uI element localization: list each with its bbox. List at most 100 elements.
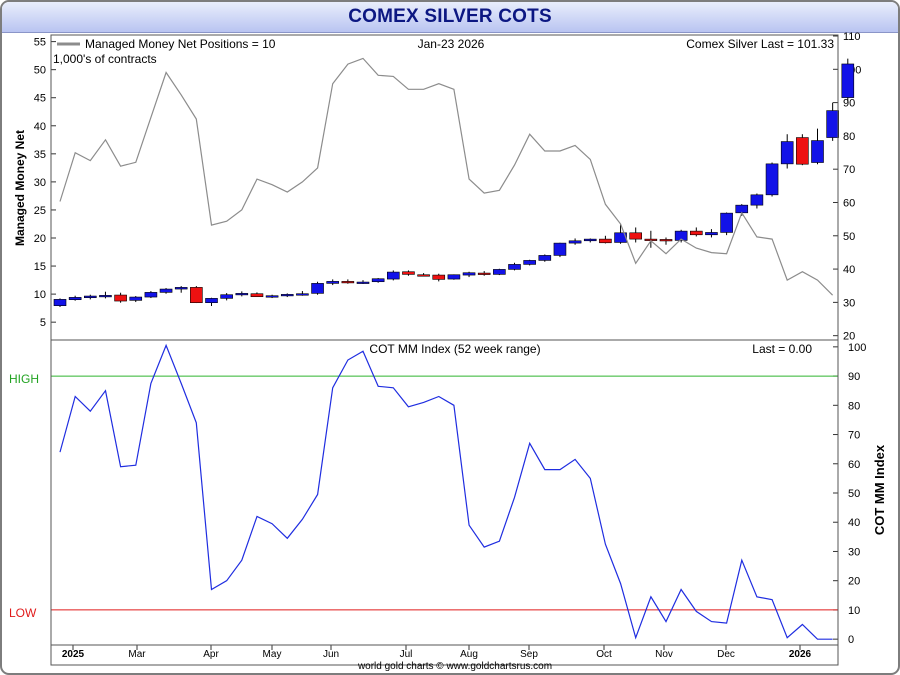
index-line	[59, 343, 833, 640]
x-tick-label: Aug	[460, 649, 478, 660]
y2-tick-label: 60	[843, 197, 855, 209]
index-tick-label: 70	[848, 430, 860, 442]
candle-body	[523, 260, 536, 265]
candle-body	[796, 137, 809, 165]
candle-body	[780, 141, 794, 165]
chart-title: COMEX SILVER COTS	[348, 6, 552, 27]
y-tick-label: 10	[34, 289, 46, 301]
y-tick-label: 45	[34, 93, 46, 105]
index-tick-label: 30	[848, 546, 860, 558]
candle-body	[174, 287, 188, 290]
y2-tick-label: 110	[843, 31, 861, 43]
index-tick-label: 10	[848, 605, 860, 617]
candle-body	[826, 110, 839, 138]
y2-tick-label: 70	[843, 164, 855, 176]
x-axis: 2025 Mar Apr May Jun Jul Aug Sep Oct Nov Dec 2026	[51, 644, 838, 660]
candle-body	[659, 239, 673, 242]
y-tick-label: 5	[40, 317, 46, 329]
candle-body	[144, 292, 158, 298]
candle-body	[326, 281, 340, 284]
candle-body	[493, 269, 506, 275]
x-tick-label: Oct	[596, 649, 612, 660]
candle-body	[462, 272, 476, 276]
y2-tick-label: 40	[843, 264, 855, 276]
x-tick-label: Nov	[655, 649, 673, 660]
index-tick-label: 90	[848, 371, 860, 383]
footer-credit: world gold charts © www.goldchartsrus.co…	[357, 661, 552, 672]
date-label: Jan-23 2026	[418, 37, 485, 51]
x-tick-label: May	[263, 649, 282, 660]
candle-body	[341, 281, 355, 284]
top-y-axis-title: Managed Money Net	[13, 130, 27, 246]
x-tick-label: 2026	[789, 649, 812, 660]
index-last-label: Last = 0.00	[752, 342, 812, 356]
low-label: LOW	[9, 606, 37, 620]
high-label: HIGH	[9, 372, 39, 386]
index-tick-label: 100	[848, 342, 866, 354]
positions-line	[59, 57, 834, 296]
index-title: COT MM Index (52 week range)	[369, 342, 540, 356]
candle-body	[296, 293, 309, 296]
x-tick-label: Jun	[323, 649, 339, 660]
units-note: 1,000's of contracts	[53, 52, 157, 66]
index-tick-label: 60	[848, 459, 860, 471]
candle-body	[477, 272, 491, 275]
x-tick-label: Jul	[400, 649, 413, 660]
index-tick-label: 20	[848, 576, 860, 588]
candle-body	[205, 298, 218, 304]
candle-body	[114, 294, 127, 302]
y-tick-label: 30	[34, 177, 46, 189]
index-tick-label: 0	[848, 634, 854, 646]
candle-body	[129, 296, 143, 301]
candle-body	[68, 297, 82, 301]
y2-tick-label: 30	[843, 297, 855, 309]
candle-body	[265, 295, 279, 298]
candle-body	[402, 271, 415, 275]
x-tick-label: Dec	[717, 649, 735, 660]
candle-body	[280, 294, 294, 297]
candle-body	[750, 194, 764, 206]
candle-body	[417, 274, 430, 277]
y2-tick-label: 80	[843, 131, 855, 143]
x-tick-label: Mar	[128, 649, 146, 660]
candle-body	[599, 238, 612, 244]
y-tick-label: 40	[34, 121, 46, 133]
y2-tick-label: 90	[843, 98, 855, 110]
candle-body	[159, 288, 173, 293]
legend-label: Managed Money Net Positions = 10	[85, 37, 276, 51]
silver-last-label: Comex Silver Last = 101.33	[686, 37, 834, 51]
x-tick-label: Apr	[203, 649, 219, 660]
y-tick-label: 50	[34, 65, 46, 77]
y2-tick-label: 20	[843, 331, 855, 343]
index-tick-label: 80	[848, 400, 860, 412]
title-bar: COMEX SILVER COTS	[2, 2, 898, 33]
y-tick-label: 35	[34, 149, 46, 161]
candle-body	[311, 283, 324, 294]
x-tick-label: Sep	[520, 649, 538, 660]
candle-body	[371, 278, 385, 283]
candle-body	[583, 238, 597, 242]
index-tick-label: 50	[848, 488, 860, 500]
candle-body	[235, 293, 249, 296]
candle-body	[508, 264, 521, 270]
candle-body	[614, 232, 627, 243]
candle-body	[432, 274, 446, 280]
bottom-panel: 0 10 20 30 40 50 60 70 80 90 100	[51, 342, 866, 646]
candle-body	[220, 294, 233, 299]
candle-body	[841, 63, 855, 98]
candle-body	[53, 299, 67, 307]
candle-body	[386, 271, 400, 280]
candle-body	[538, 255, 552, 261]
y2-tick-label: 50	[843, 231, 855, 243]
candle-body	[190, 287, 203, 304]
candle-body	[99, 295, 112, 298]
candle-body	[250, 293, 264, 298]
index-tick-label: 40	[848, 517, 860, 529]
y-tick-label: 20	[34, 233, 46, 245]
x-tick-label: 2025	[62, 649, 85, 660]
candle-body	[765, 163, 779, 196]
bottom-y-axis-title: COT MM Index	[872, 444, 887, 535]
candle-body	[568, 240, 582, 244]
candle-body	[84, 295, 97, 299]
